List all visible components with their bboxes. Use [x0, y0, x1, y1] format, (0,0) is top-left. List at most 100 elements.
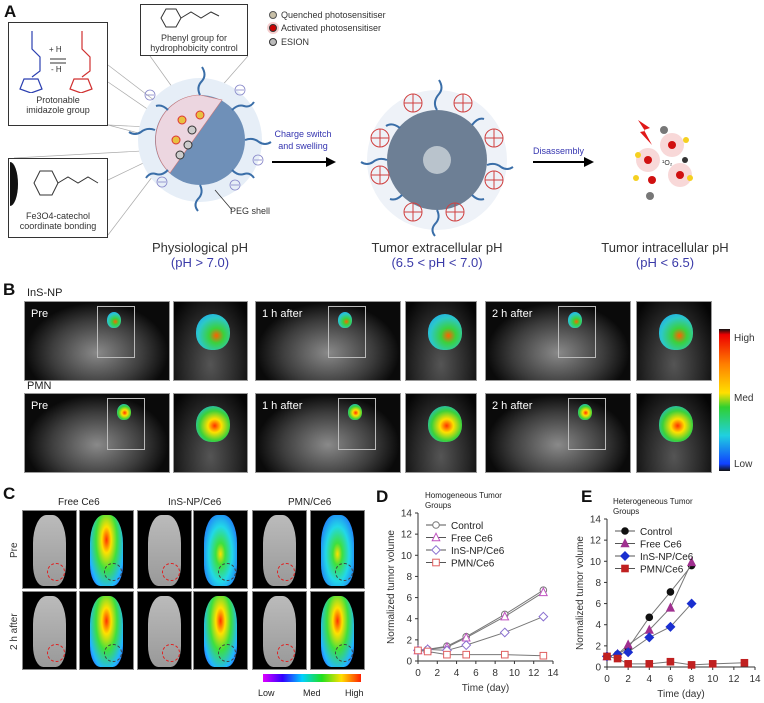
timepoint-label: Pre: [31, 308, 49, 320]
stage-ph: (6.5 < pH < 7.0): [391, 255, 483, 270]
peg-shell-label: PEG shell: [230, 206, 271, 216]
tumor-signal: [117, 404, 131, 420]
fluorescence-colorbar: [263, 674, 361, 682]
mouse-photo: [137, 591, 192, 670]
data-point: [687, 661, 696, 669]
disassembly-label: Disassembly: [533, 146, 585, 156]
mri-image: Pre: [24, 301, 170, 381]
imidazole-structure: [19, 31, 93, 94]
series-line: [417, 589, 544, 651]
fluorescence-image: [79, 591, 134, 670]
tumor-circle: [161, 563, 180, 582]
mri-zoomed-image: [405, 393, 477, 473]
chart-e-title: Heterogeneous Tumor Groups: [613, 497, 693, 516]
fl-colorbar-high: High: [345, 688, 364, 698]
data-point: [538, 586, 548, 597]
data-point: [623, 647, 634, 658]
x-tick-label: 2: [625, 674, 631, 685]
catechol-box: Fe3O4-catechol coordinate bonding: [2, 158, 108, 238]
colorbar-low: Low: [734, 459, 753, 470]
stage-ph: (pH < 6.5): [635, 255, 695, 270]
data-point: [740, 658, 749, 667]
data-point: [708, 660, 717, 668]
catechol-caption: Fe3O4-catechol coordinate bonding: [19, 211, 97, 231]
fluorescence-image: [79, 510, 134, 589]
zoom-region-box: [558, 306, 596, 358]
legend-marker: [432, 558, 440, 567]
legend-label: Control: [451, 521, 483, 532]
peg-pointer: [214, 189, 233, 211]
legend-marker: [619, 550, 631, 562]
data-point: [500, 650, 509, 659]
legend-quenched: Quenched photosensitiser: [281, 10, 386, 20]
fluorescence-image: [310, 510, 365, 589]
charge-switch-label: Charge switch and swelling: [274, 129, 332, 151]
y-tick-label: 2: [595, 641, 601, 652]
timepoint-label: 1 h after: [262, 308, 303, 320]
plus-h-label: + H: [49, 45, 62, 54]
panel-a-label: A: [4, 2, 17, 21]
x-tick-label: 0: [415, 668, 421, 679]
y-tick-label: 10: [590, 557, 602, 568]
mri-zoomed-image: [636, 393, 712, 473]
tumor-circle: [217, 563, 236, 582]
tumor-circle: [161, 644, 180, 663]
stage-title: Tumor extracellular pH: [371, 240, 503, 255]
fl-colorbar-low: Low: [258, 688, 275, 698]
series-line: [417, 616, 544, 651]
y-tick-label: 4: [406, 614, 412, 625]
x-tick-label: 6: [668, 674, 674, 685]
mri-image: Pre: [24, 393, 170, 473]
phenyl-caption: Phenyl group for hydrophobicity control: [150, 33, 238, 53]
activated-photosensitiser-icon: [269, 24, 277, 32]
x-tick-label: 0: [604, 674, 610, 685]
stage-title: Physiological pH: [151, 240, 249, 255]
data-point: [686, 556, 697, 567]
tumor-circle: [217, 644, 236, 663]
data-point: [414, 646, 422, 655]
stage-extracellular: Tumor extracellular pH (6.5 < pH < 7.0): [337, 240, 537, 270]
data-point: [462, 650, 471, 659]
fl-colorbar-med: Med: [303, 688, 321, 698]
data-point: [645, 660, 654, 668]
timepoint-label: 1 h after: [262, 400, 303, 412]
stage-physiological: Physiological pH (pH > 7.0): [100, 240, 300, 270]
panel-a-diagram: ¹O₂: [13, 11, 693, 237]
row-label-2h-after: 2 h after: [9, 613, 20, 650]
legend-marker: [620, 538, 630, 548]
x-tick-label: 4: [454, 668, 460, 679]
tumor-signal: [428, 314, 462, 350]
colorbar-med: Med: [734, 393, 754, 404]
row-label-pmn: PMN: [27, 380, 52, 392]
stage-ph: (pH > 7.0): [170, 255, 230, 270]
negative-charges: [144, 84, 264, 191]
y-tick-label: 8: [595, 578, 601, 589]
imidazole-caption: Protonable imidazole group: [26, 95, 90, 115]
tumor-signal: [107, 312, 121, 328]
legend-label: Free Ce6: [451, 534, 493, 545]
tumor-signal: [659, 406, 693, 442]
tumor-circle: [46, 563, 65, 582]
data-point: [539, 651, 548, 660]
minus-h-label: - H: [51, 65, 62, 74]
y-tick-label: 0: [595, 663, 601, 674]
series-line: [606, 565, 692, 657]
tumor-signal: [338, 312, 352, 328]
tumor-signal: [196, 406, 230, 442]
data-point: [603, 652, 611, 661]
tumor-signal: [196, 314, 230, 350]
photosensitiser-dots: [171, 110, 205, 160]
zoom-region-box: [107, 398, 145, 450]
mouse-photo: [22, 591, 77, 670]
legend-marker: [430, 544, 442, 556]
data-point: [443, 650, 451, 659]
mri-colorbar: [719, 329, 730, 471]
light-bolt-icon: [638, 120, 652, 145]
data-point: [645, 613, 654, 622]
tumor-circle: [103, 644, 122, 663]
y-tick-label: 8: [406, 572, 412, 583]
timepoint-label: 2 h after: [492, 308, 533, 320]
legend-activated: Activated photosensitiser: [281, 23, 382, 33]
y-tick-label: 4: [595, 620, 601, 631]
tumor-circle: [103, 563, 122, 582]
